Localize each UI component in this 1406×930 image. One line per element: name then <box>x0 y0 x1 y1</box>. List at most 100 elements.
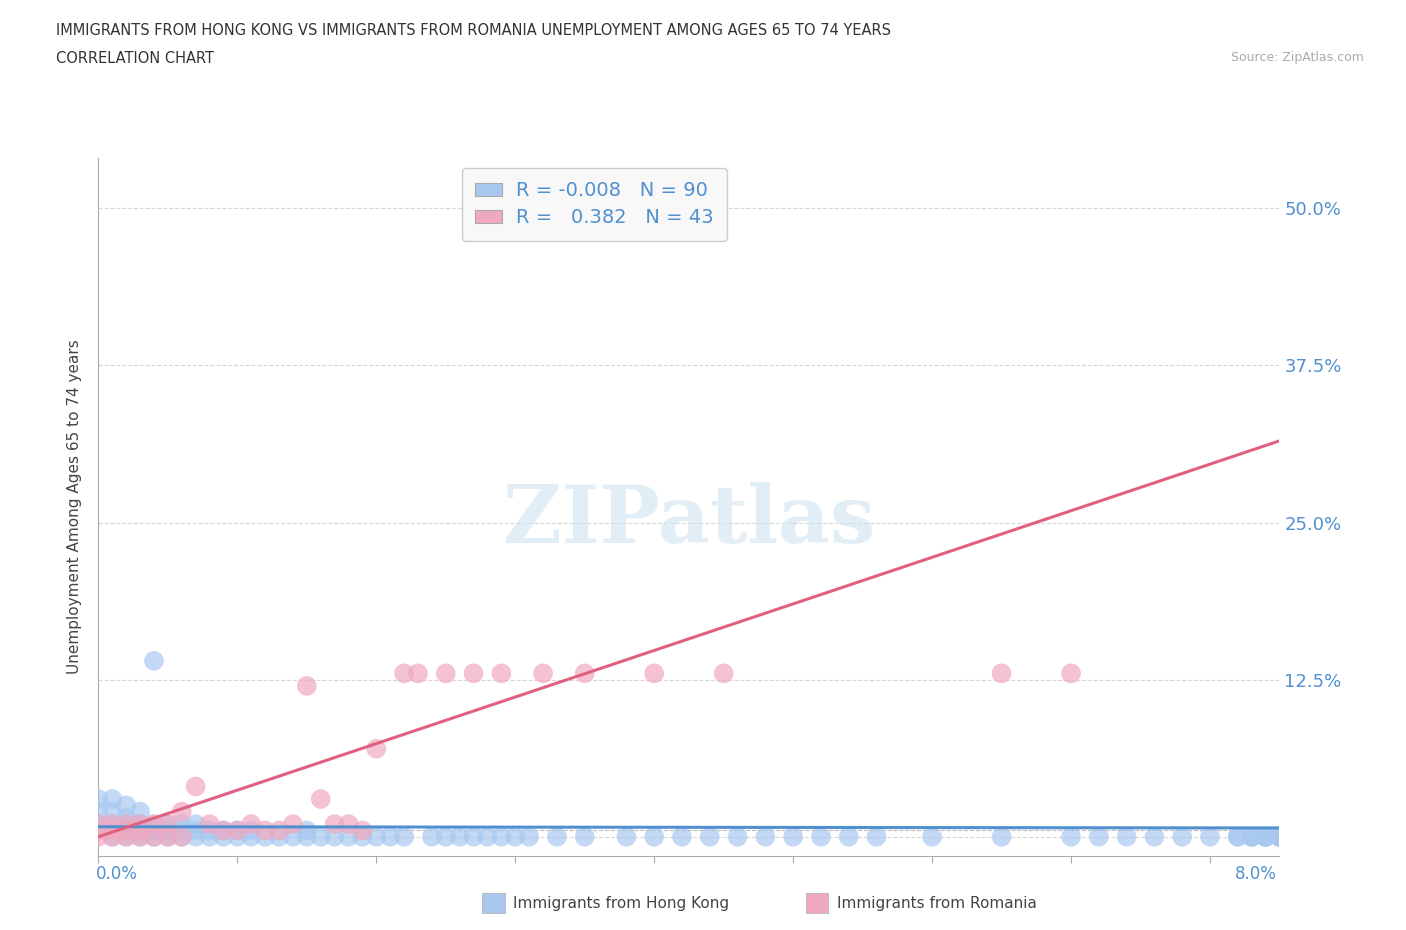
Point <box>921 830 943 844</box>
Point <box>115 798 138 813</box>
Point <box>574 666 596 681</box>
Point <box>531 666 554 681</box>
Text: 8.0%: 8.0% <box>1234 865 1277 883</box>
Point <box>184 823 207 838</box>
Point <box>420 830 443 844</box>
Point <box>156 817 179 831</box>
Point <box>309 830 332 844</box>
Point <box>267 823 290 838</box>
Point <box>1060 830 1083 844</box>
Point <box>129 804 152 819</box>
Point <box>352 823 374 838</box>
Point <box>87 804 110 819</box>
Point <box>337 830 360 844</box>
Point <box>226 830 249 844</box>
Point <box>281 817 304 831</box>
Point <box>295 830 318 844</box>
Point <box>87 830 110 844</box>
Point <box>366 741 388 756</box>
Point <box>434 830 457 844</box>
Point <box>101 791 124 806</box>
Text: Immigrants from Hong Kong: Immigrants from Hong Kong <box>513 897 730 911</box>
Point <box>240 830 263 844</box>
Point <box>184 830 207 844</box>
Point <box>240 817 263 831</box>
Point <box>1240 830 1263 844</box>
Point <box>1171 830 1194 844</box>
Point <box>267 830 290 844</box>
Point <box>1226 830 1249 844</box>
Point <box>1254 830 1277 844</box>
Point <box>87 817 110 831</box>
Point <box>129 823 152 838</box>
Point <box>337 817 360 831</box>
Point <box>1268 830 1291 844</box>
Point <box>143 654 166 669</box>
Point <box>170 817 193 831</box>
Point <box>143 830 166 844</box>
Point <box>380 830 402 844</box>
Y-axis label: Unemployment Among Ages 65 to 74 years: Unemployment Among Ages 65 to 74 years <box>67 339 83 674</box>
Point <box>101 823 124 838</box>
Point <box>1143 830 1166 844</box>
Point <box>254 830 277 844</box>
Point <box>1199 830 1222 844</box>
Point <box>352 830 374 844</box>
Point <box>392 830 415 844</box>
Point <box>226 823 249 838</box>
Point <box>198 823 221 838</box>
Point <box>366 830 388 844</box>
Point <box>810 830 832 844</box>
Point <box>295 823 318 838</box>
Point <box>281 830 304 844</box>
Point <box>156 830 179 844</box>
Point <box>129 817 152 831</box>
Text: ZIPatlas: ZIPatlas <box>503 482 875 560</box>
Point <box>143 817 166 831</box>
Point <box>1268 830 1291 844</box>
Text: Source: ZipAtlas.com: Source: ZipAtlas.com <box>1230 51 1364 64</box>
Point <box>643 666 665 681</box>
Point <box>115 830 138 844</box>
Point <box>1240 830 1263 844</box>
Point <box>434 666 457 681</box>
Point <box>87 823 110 838</box>
Point <box>115 830 138 844</box>
Point <box>990 830 1012 844</box>
Point <box>727 830 749 844</box>
Point <box>156 823 179 838</box>
Point <box>115 817 138 831</box>
Point <box>1060 666 1083 681</box>
Point <box>198 830 221 844</box>
Point <box>1115 830 1137 844</box>
Point <box>184 817 207 831</box>
Point <box>323 817 346 831</box>
Point <box>406 666 429 681</box>
Point <box>1254 830 1277 844</box>
Text: Immigrants from Romania: Immigrants from Romania <box>837 897 1036 911</box>
Point <box>1268 830 1291 844</box>
Point <box>713 666 735 681</box>
Point <box>226 823 249 838</box>
Point <box>1254 830 1277 844</box>
Point <box>240 823 263 838</box>
Point <box>782 830 804 844</box>
Point <box>449 830 471 844</box>
Point <box>129 830 152 844</box>
Point <box>463 666 485 681</box>
Point <box>1254 830 1277 844</box>
Point <box>574 830 596 844</box>
Point <box>503 830 526 844</box>
Point <box>212 830 235 844</box>
Point <box>101 817 124 831</box>
Point <box>198 817 221 831</box>
Point <box>143 830 166 844</box>
Point <box>1268 830 1291 844</box>
Point <box>101 830 124 844</box>
Point <box>491 666 513 681</box>
Point <box>87 791 110 806</box>
Point <box>115 823 138 838</box>
Point <box>699 830 721 844</box>
Point <box>115 817 138 831</box>
Point <box>838 830 860 844</box>
